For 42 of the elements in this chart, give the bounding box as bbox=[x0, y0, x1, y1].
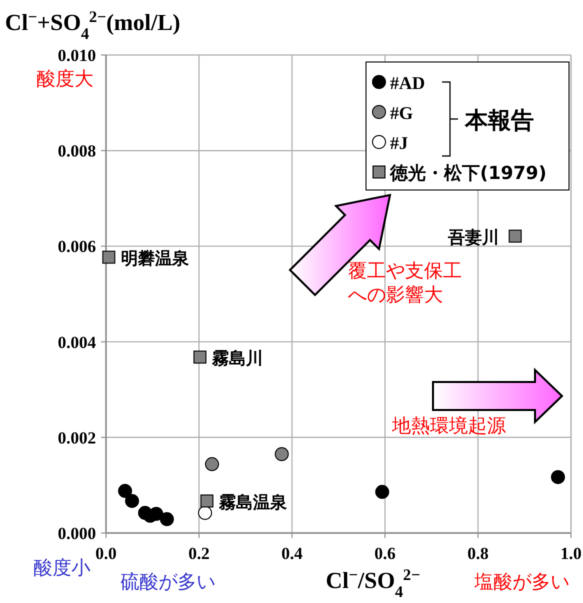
x-tick-label: 0.0 bbox=[95, 544, 117, 563]
x-tick-label: 0.8 bbox=[467, 544, 489, 563]
point bbox=[193, 350, 206, 364]
y-tick-label: 0.008 bbox=[58, 142, 96, 161]
x-tick-label: 1.0 bbox=[560, 544, 582, 563]
point bbox=[118, 484, 132, 498]
point bbox=[274, 447, 289, 462]
point bbox=[205, 457, 220, 472]
y-tick-label: 0.000 bbox=[58, 524, 96, 543]
point bbox=[102, 250, 116, 264]
legend-label: 徳光・松下(1979) bbox=[389, 163, 547, 184]
point bbox=[550, 470, 565, 484]
annotation: 本報告 bbox=[464, 108, 534, 134]
point bbox=[508, 230, 522, 243]
point bbox=[198, 506, 212, 520]
text: 酸度小 bbox=[34, 557, 90, 579]
x-tick-label: 0.4 bbox=[281, 544, 304, 563]
y-tick-label: 0.004 bbox=[58, 332, 96, 352]
point bbox=[125, 494, 140, 508]
annotation: 霧島川 bbox=[210, 349, 263, 370]
legend-label: #G bbox=[390, 103, 414, 123]
annotation: 地熱環境起源 bbox=[391, 415, 506, 437]
annotation: への影響大 bbox=[348, 284, 443, 306]
point bbox=[160, 512, 174, 526]
y-axis-title: Cl$^{−}$+SO$_{4}$$^{2−}$(mol/L) bbox=[5, 8, 180, 42]
point bbox=[200, 494, 214, 508]
annotation: 霧島温泉 bbox=[218, 492, 287, 513]
point bbox=[375, 484, 390, 499]
annotation: 吾妻川 bbox=[447, 228, 500, 248]
point bbox=[149, 506, 164, 521]
legend-label: #J bbox=[390, 133, 408, 153]
legend-label: #AD bbox=[390, 73, 425, 93]
annotation: 明礬温泉 bbox=[120, 249, 189, 270]
x-tick-label: 0.6 bbox=[374, 544, 396, 563]
annotation: 覆工や支保工 bbox=[348, 260, 462, 282]
y-tick-label: 0.006 bbox=[58, 237, 96, 256]
text: 酸度大 bbox=[36, 68, 94, 90]
y-tick-label: 0.002 bbox=[58, 428, 96, 448]
text: 塩酸が多い bbox=[474, 571, 570, 593]
y-tick-label: 0.010 bbox=[58, 46, 96, 65]
text: 硫酸が多い bbox=[120, 571, 216, 593]
x-tick-label: 0.2 bbox=[188, 544, 210, 563]
